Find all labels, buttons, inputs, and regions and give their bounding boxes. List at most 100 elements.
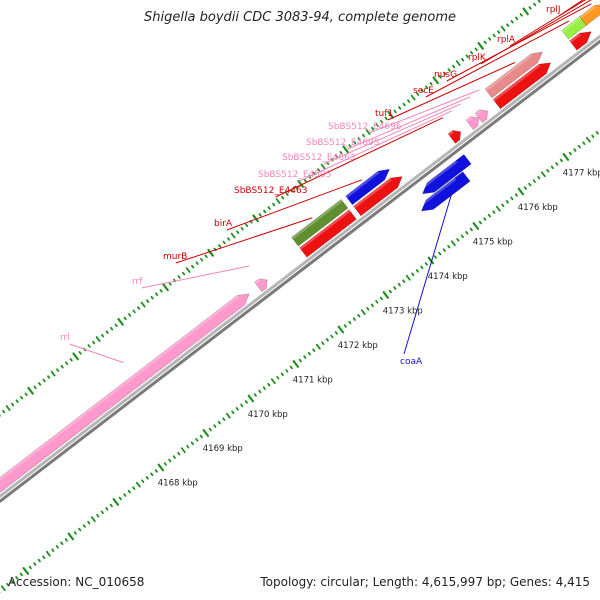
tick-mark bbox=[285, 369, 289, 373]
gene-arrow bbox=[561, 16, 587, 40]
tick-mark bbox=[312, 348, 316, 352]
tick-mark bbox=[298, 358, 302, 363]
tick-mark bbox=[15, 399, 19, 403]
tick-mark bbox=[267, 382, 271, 387]
tick-mark bbox=[455, 60, 461, 67]
tick-mark bbox=[460, 234, 464, 239]
gene-arrow bbox=[474, 109, 489, 124]
tick-mark bbox=[379, 296, 383, 301]
tick-mark bbox=[495, 205, 501, 212]
tick-mark bbox=[522, 7, 529, 16]
tick-mark bbox=[225, 412, 231, 419]
tick-mark bbox=[325, 338, 329, 342]
tick-mark bbox=[263, 209, 267, 214]
gene-label: birA bbox=[214, 219, 233, 229]
tick-mark bbox=[292, 360, 300, 368]
tick-mark bbox=[145, 476, 149, 480]
tick-mark bbox=[19, 572, 23, 577]
gene-arrow bbox=[420, 171, 471, 212]
tick-mark bbox=[303, 178, 307, 183]
scale-labels: 4168 kbp 4169 kbp 4170 kbp 4171 kbp 4172 kbp… bbox=[158, 168, 600, 488]
tick-mark bbox=[231, 410, 235, 415]
tick-mark bbox=[222, 240, 226, 245]
tick-mark bbox=[258, 213, 262, 217]
gene-highlight bbox=[345, 171, 380, 198]
tick-mark bbox=[360, 309, 366, 316]
tick-mark bbox=[204, 254, 208, 259]
tick-mark bbox=[217, 420, 221, 425]
tick-mark bbox=[483, 40, 487, 45]
gene-label: SbBS512_E4663 bbox=[282, 153, 355, 163]
tick-mark bbox=[64, 538, 68, 542]
tick-mark bbox=[180, 447, 186, 454]
tick-mark bbox=[375, 123, 379, 127]
tick-mark bbox=[159, 289, 163, 293]
gene-arrow bbox=[291, 199, 349, 247]
tick-mark bbox=[470, 50, 474, 55]
tick-mark bbox=[407, 99, 411, 103]
tick-mark bbox=[95, 336, 101, 342]
tick-mark bbox=[447, 244, 451, 249]
tick-mark bbox=[128, 313, 132, 317]
tick-mark bbox=[559, 158, 563, 163]
tick-mark bbox=[393, 109, 397, 114]
scale-label: 4174 kbp bbox=[428, 272, 468, 282]
tick-mark bbox=[60, 541, 64, 546]
gene-label: rplK bbox=[468, 53, 487, 63]
tick-mark bbox=[388, 289, 392, 294]
tick-mark bbox=[540, 171, 546, 178]
tick-mark bbox=[87, 520, 91, 525]
tick-mark bbox=[177, 451, 181, 456]
tick-mark bbox=[510, 19, 514, 24]
tick-mark bbox=[405, 274, 411, 281]
scale-label: 4176 kbp bbox=[518, 203, 558, 213]
tick-mark bbox=[135, 481, 141, 488]
tick-mark bbox=[195, 438, 199, 442]
tick-mark bbox=[141, 479, 145, 484]
tick-mark bbox=[222, 417, 226, 421]
tick-mark bbox=[427, 256, 435, 265]
tick-mark bbox=[456, 238, 460, 242]
gene-highlight bbox=[353, 178, 392, 209]
tick-mark bbox=[290, 188, 294, 193]
tick-mark bbox=[375, 300, 379, 304]
tick-mark bbox=[218, 244, 222, 248]
tick-mark bbox=[393, 286, 397, 290]
tick-mark bbox=[172, 455, 176, 459]
tick-mark bbox=[123, 493, 127, 497]
tick-mark bbox=[370, 303, 374, 308]
tick-mark bbox=[207, 248, 214, 257]
label-leader bbox=[558, 0, 584, 17]
tick-mark bbox=[6, 582, 10, 587]
tick-mark bbox=[24, 392, 28, 397]
tick-mark bbox=[100, 510, 104, 515]
tick-mark bbox=[185, 267, 191, 273]
tick-mark bbox=[267, 206, 271, 210]
map-title: Shigella boydii CDC 3083-94, complete ge… bbox=[143, 10, 457, 25]
tick-mark bbox=[186, 444, 190, 449]
tick-mark bbox=[474, 47, 478, 52]
tick-mark bbox=[307, 351, 311, 356]
gene-highlight bbox=[0, 295, 239, 481]
scale-label: 4175 kbp bbox=[473, 237, 513, 247]
tick-mark bbox=[371, 126, 375, 131]
gene-highlight bbox=[417, 177, 457, 209]
tick-mark bbox=[22, 567, 30, 575]
gene-arrow bbox=[492, 62, 552, 110]
label-leader bbox=[141, 265, 250, 289]
tick-mark bbox=[420, 88, 424, 93]
gene-highlight bbox=[569, 33, 582, 43]
gene-label: SbBS512_E4463 bbox=[234, 186, 307, 196]
tick-mark bbox=[515, 16, 519, 21]
gene-arrow bbox=[569, 31, 592, 51]
tick-mark bbox=[140, 301, 146, 308]
gene-highlight bbox=[299, 209, 351, 250]
tick-mark bbox=[585, 136, 591, 143]
label-leader bbox=[175, 217, 313, 264]
tick-mark bbox=[429, 82, 433, 86]
tick-mark bbox=[425, 85, 429, 90]
tick-mark bbox=[20, 395, 24, 400]
